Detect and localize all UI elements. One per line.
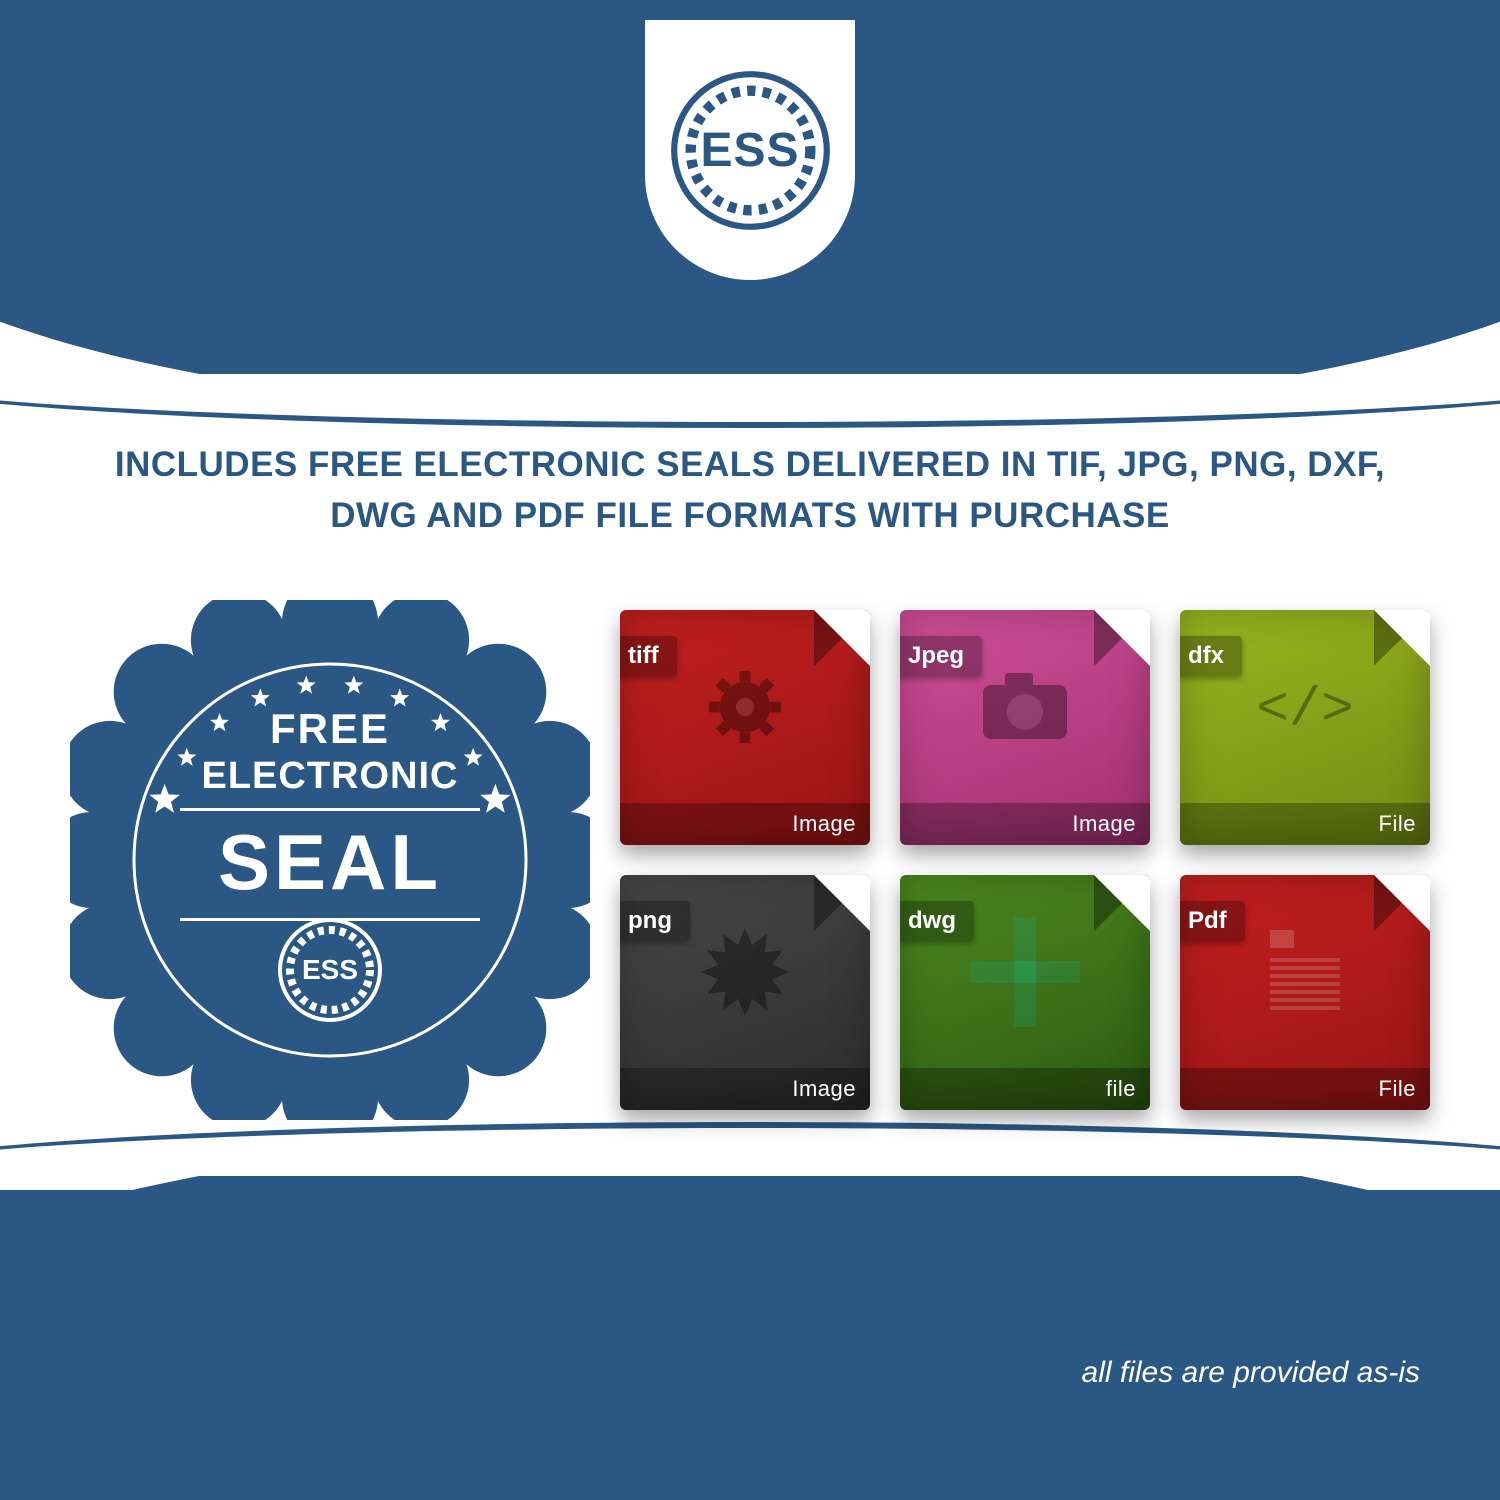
seal-line3: SEAL [70,817,590,908]
file-type-label: Image [620,803,870,845]
file-icon-tiff: tiff Image [620,610,870,845]
file-type-label: Image [900,803,1150,845]
file-glyph-icon [620,875,870,1068]
seal-divider [180,808,480,811]
seal-gear-icon: ESS [275,915,385,1025]
seal-line2: ELECTRONIC [70,755,590,798]
file-glyph-icon [1180,875,1430,1068]
file-glyph-icon [620,610,870,803]
content-row: FREE ELECTRONIC SEAL ESS tiff Image Jpeg… [70,580,1430,1140]
file-type-label: file [900,1068,1150,1110]
file-icon-dwg: dwg file [900,875,1150,1110]
file-icon-png: png Image [620,875,870,1110]
headline-text: INCLUDES FREE ELECTRONIC SEALS DELIVERED… [70,440,1430,542]
svg-text:</>: </> [1256,680,1353,741]
file-glyph-icon [900,610,1150,803]
file-type-label: Image [620,1068,870,1110]
bottom-arc [0,1130,1500,1350]
logo-shield: ESS [645,20,855,280]
seal-line1: FREE [70,705,590,753]
file-icon-pdf: Pdf File [1180,875,1430,1110]
seal-text: FREE ELECTRONIC SEAL [70,705,590,927]
seal-badge: FREE ELECTRONIC SEAL ESS [70,600,590,1120]
seal-gear-text: ESS [275,915,385,1025]
logo-text: ESS [700,123,799,178]
file-type-label: File [1180,803,1430,845]
file-grid: tiff Image Jpeg Image dfx </> File png I… [620,600,1430,1120]
file-icon-jpeg: Jpeg Image [900,610,1150,845]
file-glyph-icon [900,875,1150,1068]
file-glyph-icon: </> [1180,610,1430,803]
file-icon-dfx: dfx </> File [1180,610,1430,845]
logo-gear-icon: ESS [668,68,833,233]
disclaimer-text: all files are provided as-is [1082,1356,1420,1390]
file-type-label: File [1180,1068,1430,1110]
